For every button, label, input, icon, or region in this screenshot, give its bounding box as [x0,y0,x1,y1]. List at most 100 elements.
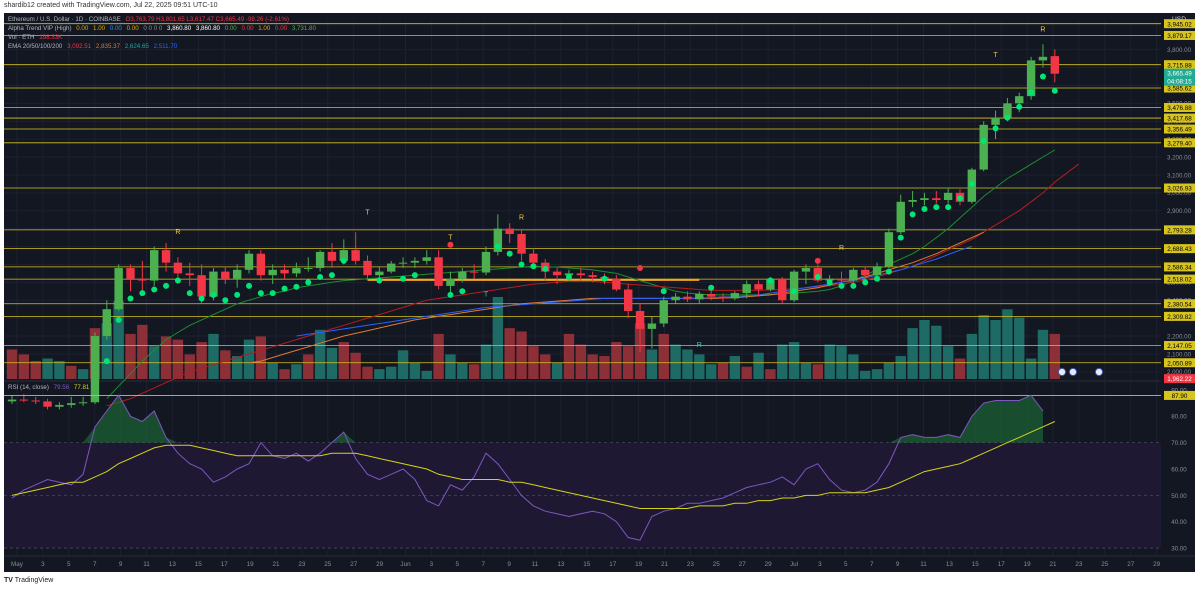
volume-bar [777,344,788,379]
trend-dot [1004,114,1011,121]
candle-body [778,278,787,301]
event-marker [1057,367,1067,377]
level-tag [1164,83,1195,93]
legend-value: 3,731.80 [291,25,316,32]
volume-bar [563,333,575,379]
rsi-line [11,394,1044,541]
legend-symbol[interactable]: Ethereum / U.S. Dollar · 1D · COINBASE O… [8,15,292,24]
trend-dot [814,273,821,280]
trend-dot [767,277,774,284]
ema200-line [296,246,973,337]
candle-body [979,124,988,170]
time-tick: 29 [376,561,384,568]
level-tag [1164,124,1195,134]
volume-bar [682,349,693,379]
legend-ema[interactable]: EMA 20/50/100/200 3,092.51 2,835.37 2,62… [8,42,180,51]
candle-body [446,278,455,286]
candle-body [884,232,894,267]
candle-body [1026,60,1036,97]
volume-bar [504,328,515,379]
trend-dot [151,286,158,293]
volume-bar [895,356,906,379]
candle-body [197,275,206,297]
signal-dot [637,265,644,272]
signal-label: R [839,245,844,252]
level-label: 3,476.88 [1167,105,1192,112]
trend-dot [542,265,549,272]
volume-bar [848,354,859,379]
legend-value: 1.00 [93,25,106,32]
time-tick: 11 [143,561,150,568]
trend-dot [257,290,264,297]
legend-alpha-trend[interactable]: Alpha Trend VIP (High) 0.00 1.00 0.00 0.… [8,24,319,33]
rsi-tick: 90.00 [1171,387,1187,394]
time-tick: 13 [946,561,954,568]
volume-bar [30,360,41,379]
trend-dot [980,137,987,144]
time-tick: 9 [119,561,123,568]
level-tag [1164,102,1195,112]
signal-label: T [993,52,998,59]
price-axis: USD3,800.003,700.003,600.003,500.003,400… [1163,13,1195,572]
legend-ohlc: O3,763.79 H3,801.65 L3,617.47 C3,665.49 … [125,16,289,23]
volume-bar [1049,333,1060,379]
candle-body [943,192,953,200]
candle-body [1050,56,1059,74]
volume-bars [6,297,1060,379]
candle-body [126,268,135,279]
last-price-label: 3,665.49 [1167,71,1192,78]
candle-body [422,257,431,261]
volume-bar [350,352,361,379]
trend-dot [447,291,454,298]
legend-value: 1.00 [258,25,271,32]
candle-body [612,278,621,290]
trend-dot [850,282,857,289]
candle-body [387,263,396,272]
level-label: 2,586.34 [1167,264,1192,271]
candle-body [78,402,88,404]
candle-body [304,268,313,270]
volume-bar [599,356,610,379]
volume-bar [77,369,89,379]
candle-body [67,403,76,405]
legend-alpha-name: Alpha Trend VIP (High) [8,25,72,32]
candle-body [375,271,384,276]
chart-canvas[interactable]: 3,945.02 3,879.17 3,715.88 3,585.62 3,476.88… [4,13,1195,572]
level-tag [1164,311,1195,321]
volume-bar [267,362,278,379]
level-label: 2,518.02 [1167,277,1192,284]
time-tick: 27 [1127,561,1135,568]
time-tick: 7 [870,561,874,568]
volume-bar [42,358,53,379]
legend-volume[interactable]: Vol · ETH 198.33K [8,33,65,42]
candle-body [31,400,40,402]
legend-value: 3,860.80 [195,25,220,32]
level-label: 3,715.88 [1167,62,1192,69]
trend-dot [222,297,229,304]
trend-dot [791,288,798,295]
price-tick: 2,200.00 [1167,333,1192,340]
chart-area[interactable]: 3,945.02 3,879.17 3,715.88 3,585.62 3,476.88… [4,13,1195,572]
trend-dot [945,204,952,211]
candle-body [434,257,443,286]
volume-bar [113,301,124,379]
volume-bar [231,356,243,379]
legend-rsi[interactable]: RSI (14, close) 79.56 77.81 [8,383,92,392]
trend-dot [1028,89,1035,96]
candle-body [552,271,562,276]
candle-body [114,268,123,310]
trend-dot [127,295,134,302]
trend-dot [826,279,833,286]
trend-dots [103,73,1058,365]
signal-label: R [519,215,524,222]
candle-body [635,310,645,329]
chart-attribution: shardib12 created with TradingView.com, … [4,2,218,9]
level-label: 3,879.17 [1167,33,1192,40]
signal-label: T [365,209,370,216]
volume-bar [611,342,622,379]
trend-dot [885,268,892,275]
time-tick: 13 [169,561,177,568]
volume-bar [6,349,18,379]
rsi-tick: 50.00 [1171,493,1187,500]
candle-body [256,253,266,276]
